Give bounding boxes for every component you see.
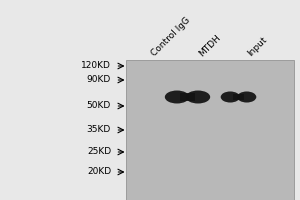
Text: 50KD: 50KD	[87, 102, 111, 110]
Bar	[126, 60, 294, 200]
Text: Control IgG: Control IgG	[150, 16, 192, 58]
Bar	[180, 93, 195, 101]
Text: 90KD: 90KD	[87, 75, 111, 84]
Text: 25KD: 25KD	[87, 148, 111, 156]
Ellipse shape	[221, 91, 240, 103]
Ellipse shape	[165, 90, 189, 104]
Ellipse shape	[237, 91, 256, 103]
Text: 35KD: 35KD	[87, 126, 111, 134]
Ellipse shape	[186, 90, 210, 104]
Text: Input: Input	[246, 35, 268, 58]
Text: 120KD: 120KD	[81, 62, 111, 71]
Bar	[232, 94, 244, 100]
Text: 20KD: 20KD	[87, 168, 111, 176]
Text: MTDH: MTDH	[198, 33, 223, 58]
